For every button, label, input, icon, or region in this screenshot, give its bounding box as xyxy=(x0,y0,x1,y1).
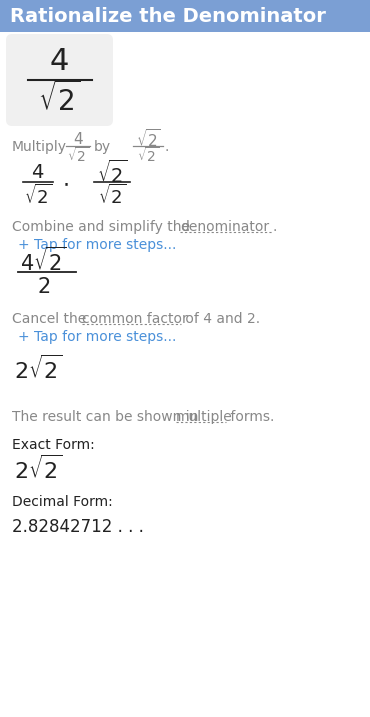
Text: $\sqrt{2}$: $\sqrt{2}$ xyxy=(37,81,81,117)
Text: $4$: $4$ xyxy=(31,163,45,183)
Text: by: by xyxy=(94,140,111,154)
Text: Multiply: Multiply xyxy=(12,140,67,154)
Text: $4$: $4$ xyxy=(73,131,83,147)
Text: $4\sqrt{2}$: $4\sqrt{2}$ xyxy=(20,247,66,275)
Text: .: . xyxy=(272,220,276,234)
Text: $\sqrt{2}$: $\sqrt{2}$ xyxy=(98,184,126,208)
FancyBboxPatch shape xyxy=(0,0,370,32)
Text: denominator: denominator xyxy=(180,220,269,234)
Text: + Tap for more steps...: + Tap for more steps... xyxy=(18,330,176,344)
Text: $\sqrt{2}$: $\sqrt{2}$ xyxy=(137,146,159,166)
Text: $\cdot$: $\cdot$ xyxy=(62,174,68,194)
Text: $2\sqrt{2}$: $2\sqrt{2}$ xyxy=(14,355,63,383)
Text: $\sqrt{2}$: $\sqrt{2}$ xyxy=(135,128,161,150)
Text: $\sqrt{2}$: $\sqrt{2}$ xyxy=(97,159,127,186)
Text: Cancel the: Cancel the xyxy=(12,312,91,326)
Text: $2\sqrt{2}$: $2\sqrt{2}$ xyxy=(14,455,63,483)
Text: common factor: common factor xyxy=(82,312,188,326)
Text: 2.82842712 . . .: 2.82842712 . . . xyxy=(12,518,144,536)
Text: .: . xyxy=(165,140,169,154)
Text: $\sqrt{2}$: $\sqrt{2}$ xyxy=(67,146,89,166)
Text: Decimal Form:: Decimal Form: xyxy=(12,495,113,509)
Text: $4$: $4$ xyxy=(49,47,69,77)
Text: of 4 and 2.: of 4 and 2. xyxy=(181,312,260,326)
FancyBboxPatch shape xyxy=(6,34,113,126)
Text: forms.: forms. xyxy=(226,410,275,424)
Text: $2$: $2$ xyxy=(37,277,51,297)
Text: Combine and simplify the: Combine and simplify the xyxy=(12,220,194,234)
Text: $\sqrt{2}$: $\sqrt{2}$ xyxy=(24,184,52,208)
Text: multiple: multiple xyxy=(176,410,233,424)
Text: Rationalize the Denominator: Rationalize the Denominator xyxy=(10,6,326,26)
Text: + Tap for more steps...: + Tap for more steps... xyxy=(18,238,176,252)
Text: Exact Form:: Exact Form: xyxy=(12,438,95,452)
Text: The result can be shown in: The result can be shown in xyxy=(12,410,203,424)
